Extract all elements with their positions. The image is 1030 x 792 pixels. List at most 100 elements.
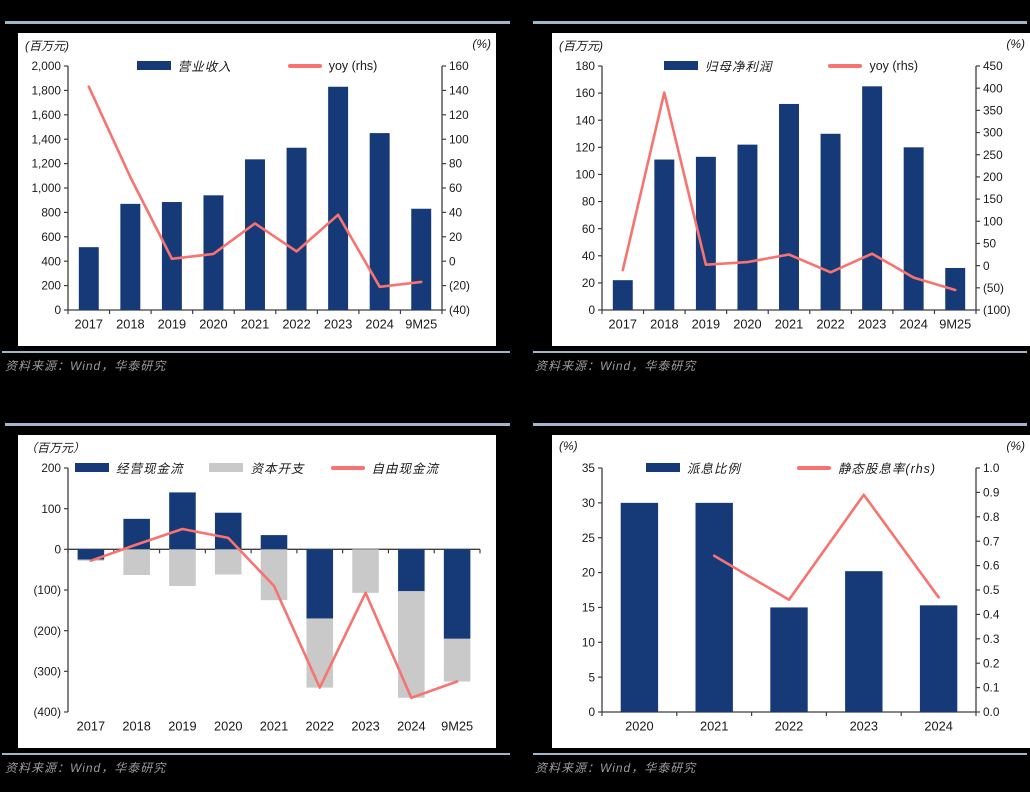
svg-text:2023: 2023 [850, 718, 878, 733]
svg-text:2022: 2022 [816, 316, 844, 331]
svg-text:0.4: 0.4 [983, 608, 1000, 622]
svg-text:400: 400 [983, 81, 1003, 95]
legend: 经营现金流 资本开支 自由现金流 [18, 458, 496, 477]
svg-text:600: 600 [41, 230, 61, 244]
source-note: 资料来源：Wind，华泰研究 [535, 761, 697, 775]
source-rule [533, 351, 1027, 353]
svg-text:2018: 2018 [116, 316, 144, 331]
svg-text:0.5: 0.5 [983, 583, 1000, 597]
source-note: 资料来源：Wind，华泰研究 [5, 761, 167, 775]
svg-text:2024: 2024 [924, 718, 952, 733]
svg-text:50: 50 [983, 237, 997, 251]
svg-text:0: 0 [588, 705, 595, 719]
svg-text:0: 0 [54, 303, 61, 317]
svg-text:0.0: 0.0 [983, 705, 1000, 719]
svg-text:30: 30 [582, 496, 596, 510]
svg-text:2020: 2020 [733, 316, 761, 331]
svg-text:2019: 2019 [692, 316, 720, 331]
svg-text:40: 40 [582, 249, 596, 263]
svg-text:200: 200 [983, 170, 1003, 184]
source-rule [2, 351, 510, 353]
svg-text:800: 800 [41, 206, 61, 220]
svg-text:2018: 2018 [650, 316, 678, 331]
svg-text:35: 35 [582, 461, 596, 475]
svg-text:200: 200 [41, 279, 61, 293]
svg-text:2023: 2023 [324, 316, 352, 331]
legend-label: yoy (rhs) [328, 58, 378, 73]
revenue-chart-panel: (百万元) (%) 营业收入 yoy (rhs) 2,000 1,800 1,600… [0, 0, 515, 390]
svg-text:2017: 2017 [609, 316, 637, 331]
bar-swatch-icon [663, 61, 698, 70]
svg-text:0.1: 0.1 [983, 681, 999, 695]
svg-text:9M25: 9M25 [405, 316, 437, 331]
svg-text:10: 10 [582, 635, 596, 649]
svg-text:100: 100 [41, 502, 61, 516]
cash-flow-plot-svg: 200 100 0 (100) (200) (300) (400) 2017 2018 2019 2… [33, 461, 481, 733]
svg-text:400: 400 [41, 254, 61, 268]
svg-text:0: 0 [588, 303, 595, 317]
line-swatch-icon [287, 63, 322, 68]
line-swatch-icon [330, 465, 365, 470]
svg-text:200: 200 [41, 461, 61, 475]
svg-text:2021: 2021 [241, 316, 269, 331]
svg-text:1,200: 1,200 [31, 157, 61, 171]
svg-text:2024: 2024 [899, 316, 927, 331]
left-axis-unit: (百万元) [559, 39, 603, 53]
svg-text:2021: 2021 [260, 718, 288, 733]
svg-text:160: 160 [575, 86, 595, 100]
svg-text:20: 20 [582, 276, 596, 290]
svg-text:(400): (400) [33, 705, 61, 719]
svg-text:300: 300 [983, 126, 1003, 140]
legend-item-revenue: 营业收入 [136, 56, 232, 75]
panel-top-rule [5, 423, 510, 426]
svg-text:1.0: 1.0 [983, 461, 1000, 475]
svg-text:9M25: 9M25 [939, 316, 971, 331]
right-axis-unit: (%) [472, 37, 491, 51]
svg-text:2021: 2021 [775, 316, 803, 331]
svg-text:100: 100 [575, 168, 595, 182]
svg-text:350: 350 [983, 103, 1003, 117]
svg-text:2,000: 2,000 [31, 59, 61, 73]
svg-text:9M25: 9M25 [441, 718, 473, 733]
svg-text:2020: 2020 [199, 316, 227, 331]
svg-text:2018: 2018 [122, 718, 150, 733]
svg-text:2017: 2017 [77, 718, 105, 733]
svg-text:0: 0 [449, 254, 456, 268]
svg-text:2022: 2022 [775, 718, 803, 733]
svg-text:(300): (300) [33, 664, 61, 678]
legend-item-yoy: yoy (rhs) [828, 59, 918, 73]
right-axis-unit: (%) [1006, 37, 1025, 51]
legend-item-operating-cash-flow: 经营现金流 [74, 458, 184, 477]
svg-text:0: 0 [54, 542, 61, 556]
svg-text:80: 80 [582, 195, 596, 209]
svg-text:2020: 2020 [625, 718, 653, 733]
svg-text:2020: 2020 [214, 718, 242, 733]
legend-label: yoy (rhs) [869, 58, 919, 73]
svg-text:0.2: 0.2 [983, 656, 999, 670]
cash-flow-chart-box: （百万元） 经营现金流 资本开支 自由现金流 200 100 0 (100) (200)… [18, 435, 496, 748]
svg-text:15: 15 [582, 601, 596, 615]
legend-item-dividend-yield: 静态股息率(rhs) [796, 458, 936, 477]
svg-text:450: 450 [983, 59, 1003, 73]
revenue-plot-svg: 2,0001,8001,6001,4001,2001,0008006004002… [31, 59, 470, 331]
source-rule [533, 753, 1027, 755]
svg-text:60: 60 [449, 181, 463, 195]
legend-item-net-profit: 归母净利润 [663, 56, 773, 75]
svg-text:180: 180 [575, 59, 595, 73]
legend-item-capex: 资本开支 [209, 458, 304, 477]
legend-label: 派息比例 [686, 462, 741, 476]
svg-text:(40): (40) [449, 303, 470, 317]
svg-text:120: 120 [575, 140, 595, 154]
bar-swatch-icon [645, 463, 680, 472]
svg-text:1,000: 1,000 [31, 181, 61, 195]
source-rule [2, 753, 510, 755]
legend-item-free-cash-flow: 自由现金流 [330, 458, 440, 477]
svg-text:2024: 2024 [365, 316, 393, 331]
dividend-chart-box: (%) (%) 派息比例 静态股息率(rhs) 35 30 25 20 15 10 5 0 1.… [552, 435, 1030, 748]
legend-label: 经营现金流 [115, 462, 184, 476]
panel-top-rule [533, 21, 1027, 24]
svg-text:0.3: 0.3 [983, 632, 1000, 646]
line-swatch-icon [796, 465, 831, 470]
source-note: 资料来源：Wind，华泰研究 [5, 359, 167, 373]
svg-text:80: 80 [449, 157, 463, 171]
